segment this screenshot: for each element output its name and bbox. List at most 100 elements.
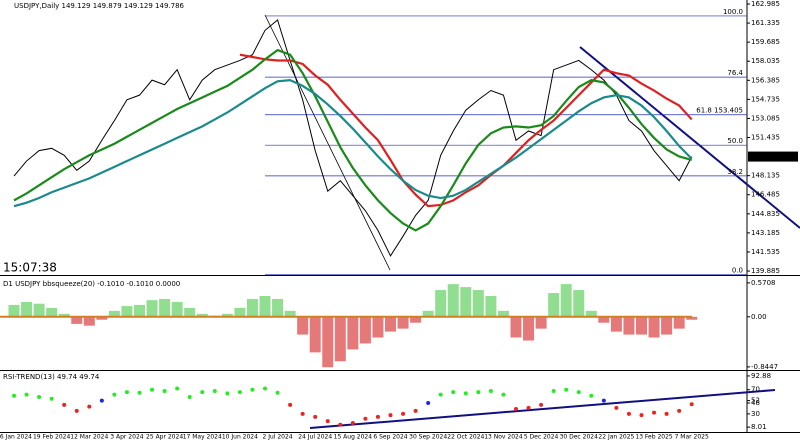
rsi-dot [300,411,305,416]
y-tick-label: 144.835 [751,210,780,218]
histogram-bar [447,284,459,317]
y-tick-label: 30 [751,410,760,418]
panel-title: D1 USDJPY bbsqueeze(20) -0.1010 -0.1010 … [3,280,180,288]
histogram-bar [385,316,396,332]
rsi-dot [476,390,481,395]
rsi-dot [614,405,619,410]
histogram-bar [272,298,284,317]
rsi-dot [413,408,418,413]
y-tick-label: 151.435 [751,134,780,142]
x-tick-label: 12 Mar 2024 [70,434,108,441]
rsi-dot [24,392,29,397]
rsi-dot [677,408,682,413]
histogram-bar [347,316,359,350]
rsi-dot [288,402,293,407]
rsi-dot [652,410,657,415]
y-tick-label: 70 [751,386,760,394]
rsi-dot [263,386,267,391]
histogram-bar [435,290,447,317]
rsi-dot [526,405,531,410]
histogram-bar [134,304,145,317]
x-tick-label: 30 Sep 2024 [409,434,447,441]
histogram-bar [83,316,95,326]
rsi-dot [137,390,142,395]
rsi-dot [388,413,393,418]
chart-title: USDJPY,Daily 149.129 149.879 149.129 149… [14,2,185,10]
rsi-dot [49,396,54,401]
rsi-dot [426,401,431,406]
x-tick-label: 22 Jan 2025 [598,434,634,441]
histogram-bar [485,295,497,317]
rsi-dot [225,391,230,396]
histogram-bar [121,306,133,317]
rsi-dot [639,413,644,418]
histogram-bar [309,316,321,353]
histogram-bar [33,303,45,317]
rsi-dot [664,411,669,416]
rsi-dot [689,402,694,407]
moving-average [239,53,693,208]
price-line [13,19,693,257]
trend-line [264,14,391,271]
histogram-bar [196,313,208,317]
histogram-bar [234,307,246,317]
y-tick-label: 0.00 [751,313,767,321]
rsi-dot [12,393,16,398]
fib-label: 0.0 [732,267,743,275]
rsi-dot [313,414,318,419]
rsi-dot [37,394,42,399]
histogram-bar [560,284,572,317]
histogram-bar [159,298,171,317]
histogram-bar [184,307,196,317]
histogram-bar [598,316,610,323]
y-tick-label: 52 [751,397,760,405]
rsi-dot [87,404,92,409]
rsi-dot [175,386,180,391]
rsi-dot [589,393,594,398]
histogram-bar [535,316,547,329]
rsi-dot [124,390,129,395]
x-tick-label: 10 Jun 2024 [222,434,258,441]
histogram-bar [661,316,673,335]
histogram-bar [397,316,409,329]
histogram-bar [108,310,120,317]
histogram-bar [523,316,535,341]
rsi-dot [539,402,544,407]
y-tick-label: 8.01 [751,423,767,431]
histogram-bar [21,301,33,317]
rsi-dot [363,416,368,421]
y-tick-label: -0.8447 [751,363,778,371]
rsi-dot [74,408,79,413]
rsi-dot [212,388,217,393]
trend-line [309,389,776,429]
histogram-bar [636,316,647,335]
histogram-bar [359,316,371,344]
histogram-bar [284,310,296,317]
fib-label: 50.0 [727,137,743,145]
rsi-dot [275,390,280,395]
fib-label: 38.2 [727,168,743,176]
histogram-bar [410,316,422,323]
x-tick-label: 22 Oct 2024 [447,434,484,441]
histogram-bar [422,310,434,317]
x-tick-label: 6 Sep 2024 [373,434,407,441]
x-tick-label: 17 May 2024 [183,434,222,441]
panel-title: RSI-TREND(13) 49.74 49.74 [3,373,100,381]
fib-label: 61.8 153.405 [696,107,743,115]
x-tick-label: 26 Jan 2024 [0,434,32,441]
rsi-dot [501,392,506,397]
x-tick-label: 15 Aug 2024 [334,434,373,441]
histogram-bar [46,307,58,317]
x-tick-label: 2 Jul 2024 [262,434,292,441]
histogram-bar [334,316,346,362]
y-tick-label: 156.385 [751,76,780,84]
rsi-dot [375,414,380,419]
x-tick-label: 7 Mar 2025 [675,434,709,441]
rsi-dot [250,387,255,392]
rsi-dot [463,391,468,396]
rsi-dot [162,388,167,393]
rsi-dot [187,394,192,399]
rsi-dot [112,392,117,397]
x-tick-label: 19 Feb 2024 [33,434,71,441]
